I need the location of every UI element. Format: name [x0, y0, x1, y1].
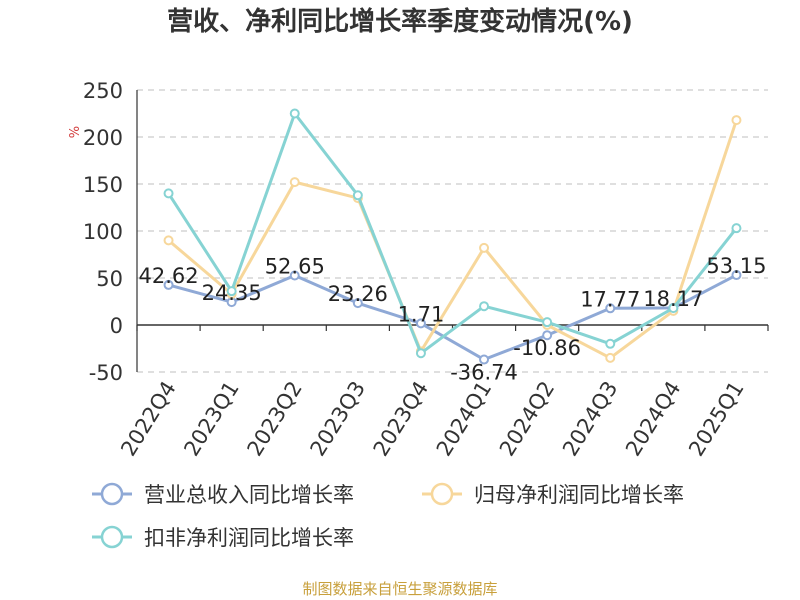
- x-tick-label: 2024Q2: [495, 377, 560, 460]
- legend-swatch-marker: [100, 525, 124, 549]
- data-label: 53.15: [706, 254, 766, 278]
- data-point: [415, 318, 426, 329]
- series-line: [167, 112, 738, 355]
- legend-label: 归母净利润同比增长率: [474, 483, 684, 507]
- legend-label: 扣非净利润同比增长率: [144, 526, 354, 550]
- data-label: 18.17: [643, 287, 703, 311]
- chart-title: 营收、净利同比增长率季度变动情况(%): [167, 7, 633, 37]
- x-tick-label: 2023Q4: [369, 377, 434, 460]
- data-point: [731, 115, 742, 126]
- series-line: [167, 119, 738, 360]
- data-point: [163, 279, 174, 290]
- data-label: 1.71: [398, 302, 445, 326]
- data-point: [479, 242, 490, 253]
- legend-item: 扣非净利润同比增长率: [92, 525, 354, 550]
- data-point: [352, 190, 363, 201]
- y-tick-label: 150: [83, 173, 123, 197]
- data-label: -10.86: [513, 336, 581, 360]
- y-tick-label: 100: [83, 220, 123, 244]
- data-point: [415, 348, 426, 359]
- legend-swatch-marker: [430, 482, 454, 506]
- data-point: [605, 352, 616, 363]
- data-point: [668, 303, 679, 314]
- data-point: [163, 235, 174, 246]
- data-point: [289, 108, 300, 119]
- data-point: [542, 317, 553, 328]
- x-tick-label: 2025Q1: [684, 377, 749, 460]
- data-label: -36.74: [450, 361, 518, 385]
- x-tick-label: 2023Q1: [179, 377, 244, 460]
- data-label: 24.35: [202, 281, 262, 305]
- y-axis-unit-label: %: [68, 126, 83, 138]
- y-tick-label: 200: [83, 126, 123, 150]
- data-label: 23.26: [328, 282, 388, 306]
- x-tick-label: 2022Q4: [116, 377, 181, 460]
- data-point: [479, 301, 490, 312]
- legend-item: 归母净利润同比增长率: [422, 482, 684, 507]
- data-label: 17.77: [580, 287, 640, 311]
- data-point: [731, 270, 742, 281]
- series-line: [168, 273, 738, 362]
- data-label: 42.62: [138, 264, 198, 288]
- x-tick-label: 2023Q2: [242, 377, 307, 460]
- source-note: 制图数据来自恒生聚源数据库: [302, 580, 498, 598]
- y-tick-label: 50: [96, 267, 123, 291]
- data-point: [163, 188, 174, 199]
- data-point: [289, 270, 300, 281]
- data-point: [289, 177, 300, 188]
- data-point: [226, 286, 237, 297]
- data-point: [605, 338, 616, 349]
- x-tick-label: 2024Q3: [558, 377, 623, 460]
- y-tick-label: 250: [83, 79, 123, 103]
- y-tick-label: 0: [110, 314, 123, 338]
- data-point: [352, 298, 363, 309]
- data-point: [542, 330, 553, 341]
- x-tick-label: 2023Q3: [306, 377, 371, 460]
- y-tick-label: -50: [89, 361, 123, 385]
- data-point: [605, 303, 616, 314]
- legend-item: 营业总收入同比增长率: [92, 482, 354, 507]
- data-point: [479, 354, 490, 365]
- data-label: 52.65: [265, 255, 325, 279]
- x-tick-label: 2024Q4: [621, 377, 686, 460]
- legend-label: 营业总收入同比增长率: [144, 483, 354, 507]
- legend-swatch-marker: [100, 482, 124, 506]
- series-lines: [163, 108, 742, 365]
- x-tick-label: 2024Q1: [432, 377, 497, 460]
- data-point: [731, 223, 742, 234]
